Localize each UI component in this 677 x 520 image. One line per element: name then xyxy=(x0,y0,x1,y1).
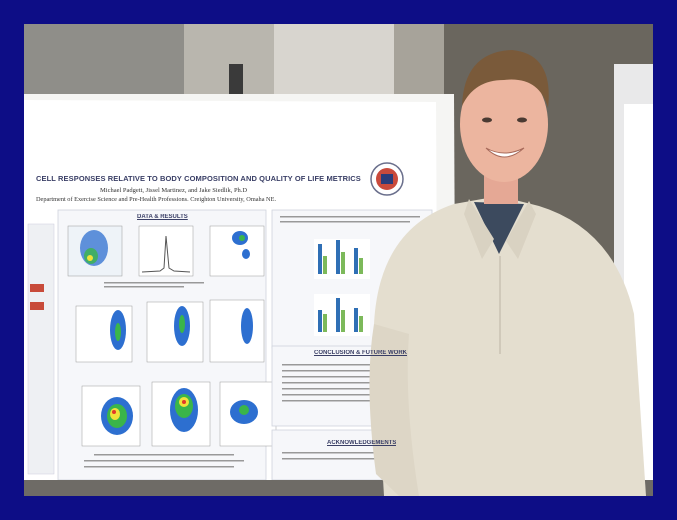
photo-scene xyxy=(24,24,653,496)
section-conclusion: CONCLUSION & FUTURE WORK xyxy=(314,350,407,356)
university-seal-icon xyxy=(370,162,404,196)
poster-title: CELL RESPONSES RELATIVE TO BODY COMPOSIT… xyxy=(36,174,361,183)
section-acknowledgements: ACKNOWLEDGEMENTS xyxy=(327,440,397,446)
poster-authors: Michael Padgett, Jissel Martinez, and Ja… xyxy=(100,187,248,194)
poster-department: Department of Exercise Science and Pre-H… xyxy=(36,196,277,203)
photograph: CELL RESPONSES RELATIVE TO BODY COMPOSIT… xyxy=(24,24,653,496)
section-data-results: DATA & RESULTS xyxy=(137,214,188,220)
person xyxy=(374,196,646,496)
